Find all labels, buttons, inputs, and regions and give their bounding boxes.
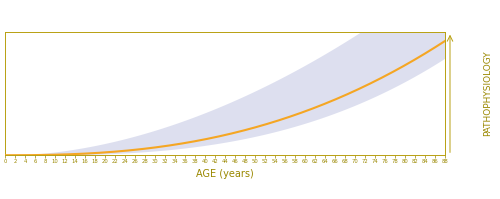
- X-axis label: AGE (years): AGE (years): [196, 169, 254, 179]
- Text: PATHOPHYSIOLOGY: PATHOPHYSIOLOGY: [483, 51, 492, 136]
